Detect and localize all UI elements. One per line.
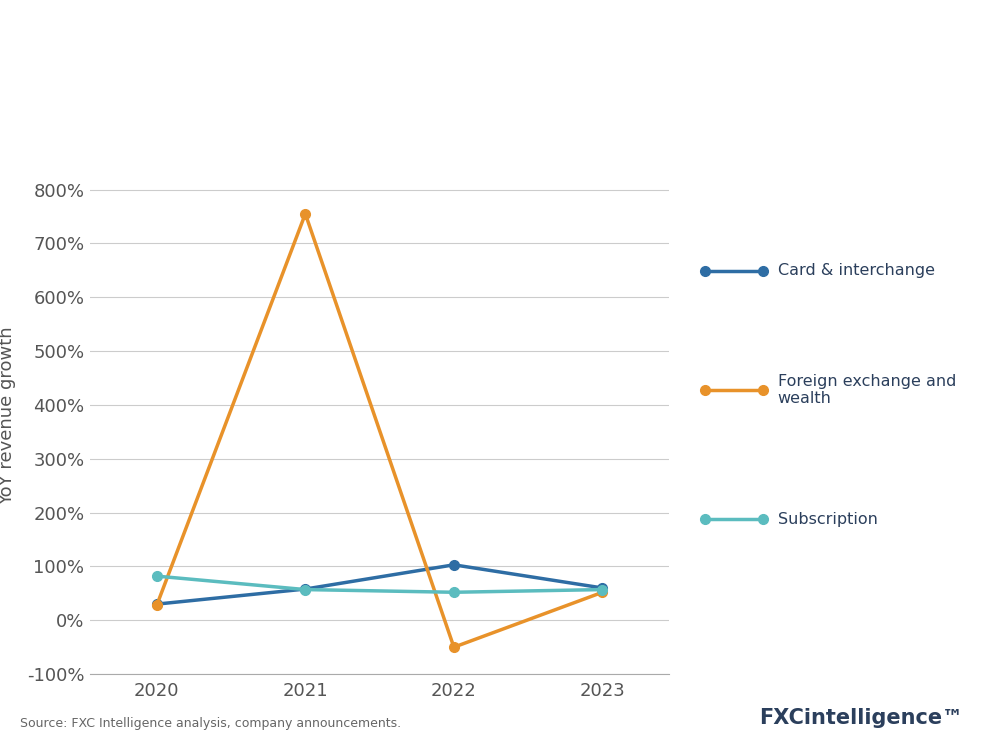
Y-axis label: YoY revenue growth: YoY revenue growth <box>0 327 16 505</box>
Text: Revolut levels out yearly growth in FY 2023: Revolut levels out yearly growth in FY 2… <box>13 28 802 60</box>
Text: Card & interchange: Card & interchange <box>777 264 934 279</box>
Text: Source: FXC Intelligence analysis, company announcements.: Source: FXC Intelligence analysis, compa… <box>20 718 402 730</box>
Text: Subscription: Subscription <box>777 512 877 527</box>
Text: FXCintelligence™: FXCintelligence™ <box>759 708 963 728</box>
Text: Year-on-year revenue growth by segment, 2020-2023: Year-on-year revenue growth by segment, … <box>13 85 571 105</box>
Text: Foreign exchange and
wealth: Foreign exchange and wealth <box>777 374 956 406</box>
